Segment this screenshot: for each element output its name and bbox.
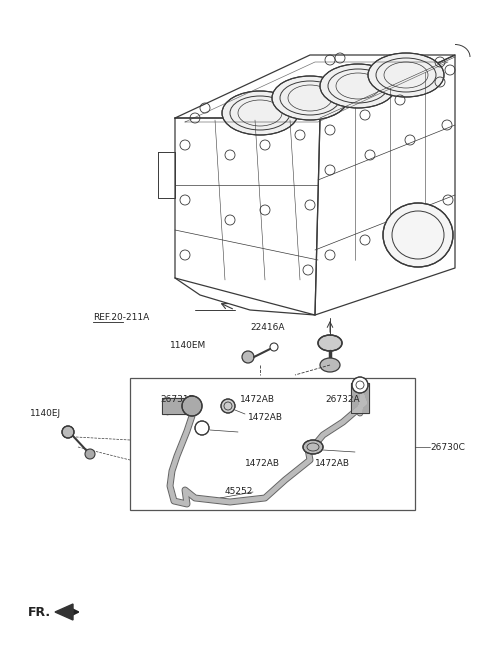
Ellipse shape	[242, 351, 254, 363]
Text: REF.20-211A: REF.20-211A	[93, 313, 149, 321]
Polygon shape	[351, 383, 369, 413]
Text: 1472AB: 1472AB	[240, 394, 275, 403]
Ellipse shape	[195, 421, 209, 435]
Text: 1472AB: 1472AB	[245, 459, 280, 468]
Text: 1140EJ: 1140EJ	[30, 409, 61, 417]
Ellipse shape	[182, 396, 202, 416]
Ellipse shape	[320, 64, 396, 108]
Ellipse shape	[383, 203, 453, 267]
Text: FR.: FR.	[28, 606, 51, 618]
Ellipse shape	[303, 440, 323, 454]
Polygon shape	[55, 604, 73, 620]
Ellipse shape	[221, 399, 235, 413]
Text: 22416A: 22416A	[250, 323, 285, 332]
Text: 26732A: 26732A	[325, 396, 360, 405]
Text: 45252: 45252	[225, 487, 253, 497]
Ellipse shape	[272, 76, 348, 120]
Text: 26730C: 26730C	[430, 443, 465, 451]
Ellipse shape	[85, 449, 95, 459]
Ellipse shape	[352, 377, 368, 393]
Text: 26731B: 26731B	[160, 394, 195, 403]
Ellipse shape	[320, 358, 340, 372]
Text: 1140EM: 1140EM	[170, 340, 206, 350]
Bar	[130, 378, 415, 510]
Ellipse shape	[62, 426, 74, 438]
Ellipse shape	[318, 335, 342, 351]
Text: 1472AB: 1472AB	[248, 413, 283, 422]
Ellipse shape	[368, 53, 444, 97]
Text: 1472AB: 1472AB	[315, 459, 350, 468]
Polygon shape	[162, 398, 192, 414]
Ellipse shape	[222, 91, 298, 135]
